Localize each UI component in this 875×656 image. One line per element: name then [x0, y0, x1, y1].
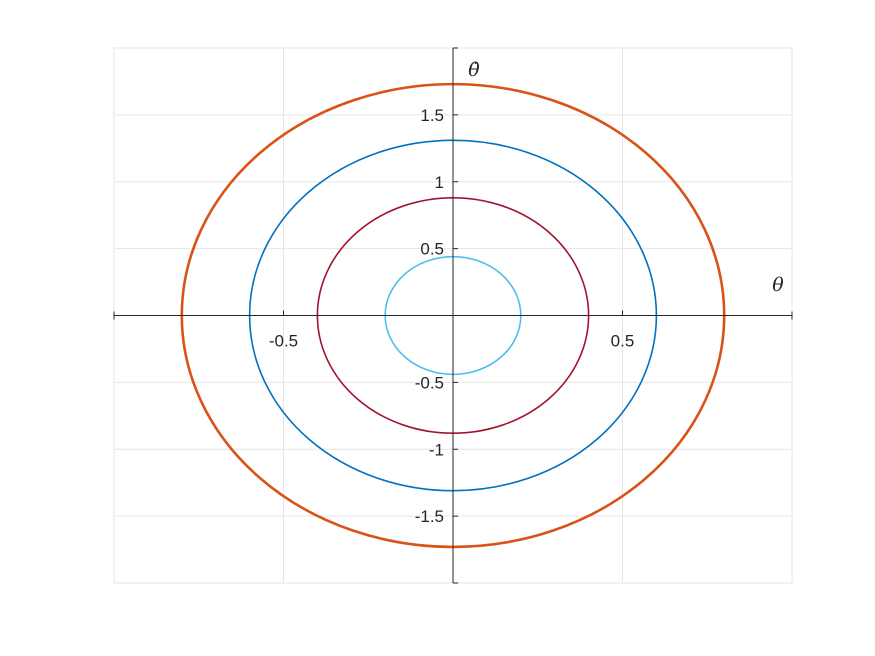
x-tick-label: -0.5: [269, 332, 298, 351]
y-tick-label: 1.5: [420, 106, 444, 125]
y-axis-label: θ̇: [468, 59, 480, 81]
x-tick-label: 0.5: [611, 332, 635, 351]
y-tick-label: 1: [435, 173, 444, 192]
axes: [113, 47, 793, 584]
y-tick-label: 0.5: [420, 240, 444, 259]
x-axis-label: θ: [772, 274, 784, 296]
y-tick-label: -1: [429, 440, 444, 459]
y-tick-label: -0.5: [415, 373, 444, 392]
tick-labels: -0.5 0.5 1.5 1 0.5 -0.5 -1 -1.5: [269, 106, 634, 526]
y-tick-label: -1.5: [415, 507, 444, 526]
